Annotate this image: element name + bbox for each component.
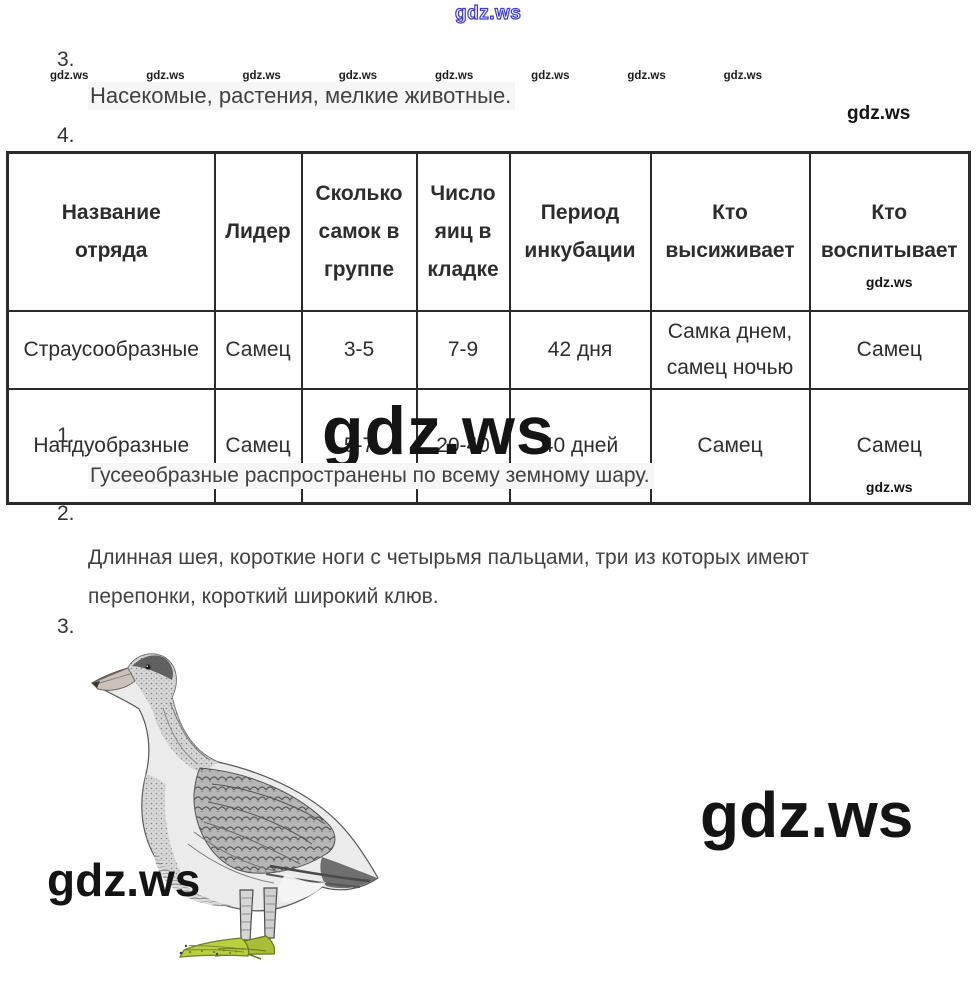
watermark-small: gdz.ws [50, 70, 89, 82]
table-cell: Самец [649, 388, 811, 505]
goose-wing [193, 767, 336, 874]
goose-eye [145, 664, 151, 670]
table-cell: Самец gdz.ws [808, 388, 971, 505]
watermark-small: gdz.ws [242, 70, 281, 82]
answer-3-text-line: Насекомые, растения, мелкие животные. [88, 82, 516, 110]
column-header-incubation: Период инкубации [508, 151, 652, 312]
goose-feet [178, 935, 276, 960]
table-cell: 42 дня [508, 310, 652, 390]
watermark-right-top: gdz.ws [847, 103, 911, 124]
table-cell: 7-9 [415, 310, 511, 390]
goose-neck-texture [128, 654, 218, 774]
item-number-4: 4. [57, 124, 75, 147]
watermark-small: gdz.ws [531, 70, 570, 82]
watermark-small-row: gdz.ws gdz.ws gdz.ws gdz.ws gdz.ws gdz.w… [50, 70, 762, 82]
column-header-eggs: Число яиц в кладке [415, 151, 511, 312]
column-header-who-raises: Кто воспитывает gdz.ws [808, 151, 971, 312]
item-number-3-top: 3. [57, 48, 75, 71]
item-number-1: 1. [57, 424, 75, 447]
goose-belly [153, 848, 232, 907]
goose-legs [239, 887, 278, 941]
watermark-center-large: gdz.ws [322, 393, 555, 469]
answer-1-text-line: Гусееобразные распространены по всему зе… [88, 463, 654, 489]
column-header-who-raises-label: Кто воспитывает [820, 201, 958, 262]
table-header-row: Название отряда Лидер Сколько самок в гр… [6, 151, 971, 312]
goose-illustration [90, 653, 379, 960]
goose-crown [132, 655, 173, 680]
watermark-in-header: gdz.ws [865, 274, 913, 290]
answer-1-text: Гусееобразные распространены по всему зе… [88, 463, 654, 489]
table-cell: Самец [213, 310, 303, 390]
answer-3-text: Насекомые, растения, мелкие животные. [88, 82, 516, 110]
column-header-who-broods: Кто высиживает [649, 151, 811, 312]
table-row-ostriches: Страусообразные Самец 3-5 7-9 42 дня Сам… [6, 310, 971, 390]
watermark-small: gdz.ws [338, 70, 378, 82]
watermark-small: gdz.ws [434, 70, 474, 82]
column-header-leader: Лидер [213, 151, 303, 312]
table-cell-value: Самец [856, 434, 922, 457]
item-number-2: 2. [57, 502, 75, 525]
watermark-bottom-left: gdz.ws [47, 854, 201, 906]
watermark-top-outline: gdz.ws [454, 2, 522, 24]
table-cell: 3-5 [300, 310, 418, 390]
watermark-small: gdz.ws [146, 70, 185, 82]
watermark-bottom-right: gdz.ws [700, 779, 914, 851]
watermark-in-cell: gdz.ws [865, 479, 913, 495]
table-cell: Самка днем, самец ночью [649, 310, 811, 390]
watermark-small: gdz.ws [627, 70, 666, 82]
item-number-3-bottom: 3. [57, 615, 75, 638]
watermark-small: gdz.ws [723, 70, 762, 82]
goose-breast-texture [142, 774, 188, 886]
column-header-females: Сколько самок в группе [300, 151, 418, 312]
answer-2-text: Длинная шея, короткие ноги с четырьмя па… [88, 546, 810, 608]
table-cell: Страусообразные [6, 310, 216, 390]
table-cell: Самец [808, 310, 971, 390]
column-header-order-name: Название отряда [6, 151, 216, 312]
